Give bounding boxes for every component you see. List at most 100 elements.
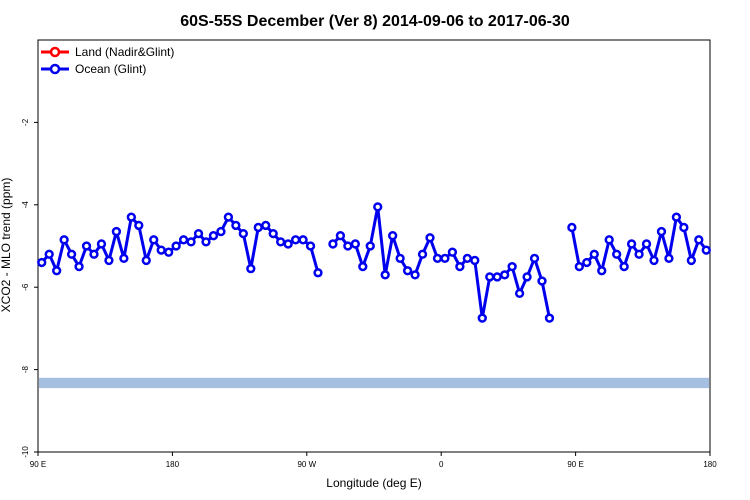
- ocean-data-point: [44, 249, 54, 259]
- ocean-data-point: [432, 253, 443, 264]
- band-layer: [39, 377, 709, 389]
- ocean-data-point: [358, 261, 368, 272]
- ocean-data-point: [149, 235, 159, 245]
- ocean-data-point: [388, 231, 398, 241]
- ocean-data-point: [178, 235, 189, 245]
- ocean-data-point: [52, 266, 62, 276]
- ocean-data-point: [350, 239, 360, 249]
- y-tick-label: -6: [21, 283, 30, 291]
- legend-label-1: Ocean (Glint): [75, 62, 146, 76]
- ocean-data-point: [604, 235, 614, 245]
- ocean-data-point: [81, 241, 92, 251]
- reference-band: [39, 377, 709, 389]
- ocean-data-point: [402, 266, 413, 276]
- ocean-data-point: [612, 249, 622, 259]
- ocean-data-point: [589, 249, 599, 259]
- ocean-data-point: [171, 241, 181, 251]
- y-tick-label: -10: [21, 446, 30, 458]
- ocean-data-point: [290, 235, 301, 245]
- ocean-data-point: [500, 270, 510, 280]
- ocean-data-point: [335, 231, 346, 241]
- ocean-data-point: [365, 241, 375, 251]
- ocean-data-point: [96, 239, 107, 249]
- y-tick-label: -4: [21, 201, 30, 209]
- ocean-data-point: [66, 249, 77, 259]
- ocean-data-point: [417, 249, 428, 259]
- ocean-data-point: [544, 313, 555, 323]
- ocean-data-point: [410, 270, 420, 280]
- ocean-data-point: [701, 245, 711, 255]
- x-axis-label: Longitude (deg E): [326, 476, 421, 490]
- y-tick-label: -2: [21, 118, 30, 126]
- ocean-data-point: [208, 231, 219, 241]
- ocean-data-point: [656, 226, 667, 237]
- ocean-data-point: [305, 241, 316, 251]
- ocean-data-point: [395, 253, 405, 264]
- ocean-data-point: [119, 253, 129, 264]
- axes-layer: 90 E 180 90 W 0 90 E 180 -2 -4 -6 -8 -10: [21, 118, 717, 469]
- x-tick-label: 0: [439, 460, 444, 469]
- y-axis-label: XCO2 - MLO trend (ppm): [0, 178, 13, 313]
- legend-marker-0: [49, 46, 61, 58]
- ocean-data-point: [201, 237, 211, 247]
- ocean-data-point: [582, 257, 592, 268]
- ocean-data-point: [462, 253, 472, 264]
- ocean-data-point: [231, 220, 241, 231]
- ocean-data-point: [671, 212, 682, 222]
- ocean-data-point: [313, 268, 323, 278]
- legend-label-0: Land (Nadir&Glint): [75, 45, 174, 59]
- ocean-data-point: [104, 255, 114, 266]
- ocean-data-point: [597, 266, 607, 276]
- y-tick-label: -8: [21, 365, 30, 373]
- ocean-data-point: [694, 235, 704, 245]
- ocean-data-point: [492, 272, 502, 282]
- x-tick-label: 180: [703, 460, 717, 469]
- ocean-data-point: [425, 233, 435, 243]
- ocean-data-point: [529, 253, 540, 264]
- ocean-data-point: [447, 247, 458, 257]
- x-tick-label: 90 E: [30, 460, 46, 469]
- ocean-data-point: [156, 245, 166, 255]
- ocean-data-point: [686, 255, 696, 266]
- ocean-data-point: [537, 276, 547, 286]
- ocean-data-point: [380, 270, 390, 280]
- ocean-data-point: [134, 220, 144, 231]
- ocean-data-point: [440, 253, 450, 264]
- ocean-data-point: [343, 241, 353, 251]
- ocean-data-point: [641, 239, 652, 249]
- ocean-data-point: [619, 261, 629, 272]
- ocean-data-point: [477, 313, 487, 323]
- plot-frame: [37, 39, 711, 453]
- ocean-data-point: [328, 239, 338, 249]
- ocean-series-line: [331, 205, 551, 320]
- ocean-data-point: [664, 253, 674, 264]
- ocean-data-point: [253, 222, 263, 233]
- chart-title: 60S-55S December (Ver 8) 2014-09-06 to 2…: [180, 13, 570, 30]
- ocean-data-point: [74, 261, 84, 272]
- ocean-data-point: [626, 239, 637, 249]
- ocean-data-point: [276, 237, 286, 247]
- ocean-data-point: [216, 226, 226, 237]
- x-tick-label: 180: [166, 460, 180, 469]
- ocean-data-point: [574, 261, 584, 272]
- x-tick-label: 90 E: [567, 460, 583, 469]
- ocean-data-point: [283, 239, 293, 249]
- ocean-data-point: [649, 255, 659, 266]
- ocean-data-point: [470, 255, 480, 266]
- ocean-data-point: [679, 222, 689, 233]
- ocean-data-point: [455, 261, 465, 272]
- ocean-data-point: [507, 261, 517, 272]
- legend-marker-1: [49, 63, 61, 75]
- ocean-data-point: [111, 226, 122, 237]
- ocean-data-point: [186, 237, 196, 247]
- ocean-data-point: [485, 272, 495, 282]
- ocean-data-point: [522, 272, 532, 282]
- ocean-data-point: [373, 202, 383, 212]
- ocean-data-point: [268, 228, 278, 239]
- series-layer: [37, 202, 711, 323]
- ocean-data-point: [89, 249, 99, 259]
- ocean-data-point: [567, 222, 577, 233]
- ocean-data-point: [59, 235, 69, 245]
- ocean-data-point: [37, 257, 47, 268]
